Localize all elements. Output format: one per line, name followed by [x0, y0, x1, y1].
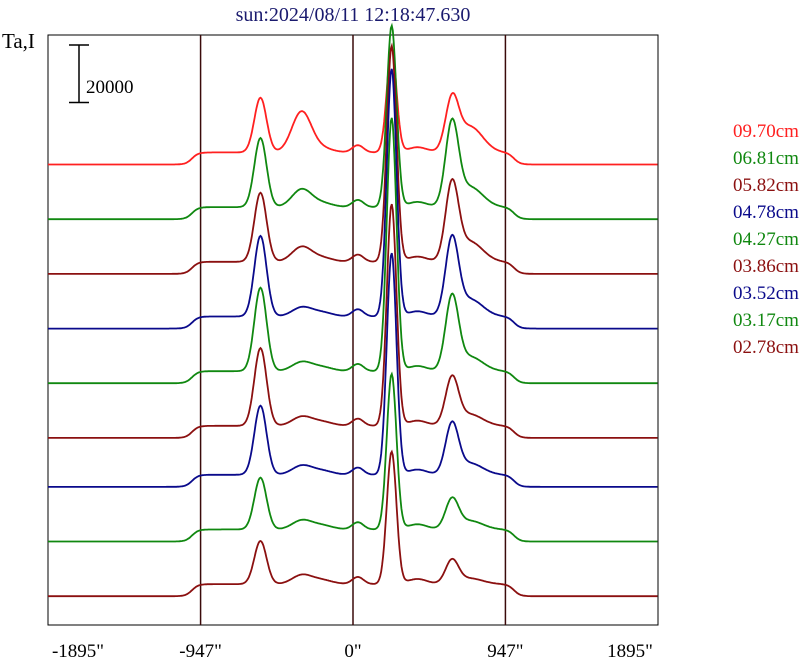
series-lines — [48, 22, 658, 598]
series-line-02.78cm — [48, 449, 658, 598]
chart-title: sun:2024/08/11 12:18:47.630 — [236, 4, 471, 26]
legend-entry: 03.86cm — [733, 256, 799, 277]
x-tick-label: 947" — [487, 641, 523, 662]
x-tick-label: 1895" — [607, 641, 653, 662]
series-line-05.82cm — [48, 42, 658, 275]
legend: 09.70cm 06.81cm 05.82cm 04.78cm 04.27cm 03.86… — [733, 121, 799, 358]
x-tick-label: -1895" — [52, 641, 104, 662]
legend-entry: 06.81cm — [733, 148, 799, 169]
series-line-03.17cm — [48, 371, 658, 543]
legend-entry: 04.27cm — [733, 229, 799, 250]
series-line-09.70cm — [48, 46, 658, 166]
x-tick-labels: -1895" -947" 0" 947" 1895" — [52, 641, 653, 662]
x-tick-label: -947" — [179, 641, 222, 662]
legend-entry: 05.82cm — [733, 175, 799, 196]
legend-entry: 03.52cm — [733, 283, 799, 304]
series-line-04.78cm — [48, 68, 658, 330]
x-tick-label: 0" — [344, 641, 361, 662]
legend-entry: 04.78cm — [733, 202, 799, 223]
scale-bar-label: 20000 — [86, 77, 134, 98]
vertical-marker-lines — [199, 35, 507, 625]
series-line-04.27cm — [48, 117, 658, 385]
series-line-06.81cm — [48, 22, 658, 221]
series-line-03.86cm — [48, 203, 658, 439]
series-line-03.52cm — [48, 252, 658, 488]
y-axis-label: Ta,I — [2, 29, 35, 53]
legend-entry: 02.78cm — [733, 337, 799, 358]
legend-entry: 03.17cm — [733, 310, 799, 331]
intensity-scale-bar: 20000 — [69, 44, 134, 104]
legend-entry: 09.70cm — [733, 121, 799, 142]
